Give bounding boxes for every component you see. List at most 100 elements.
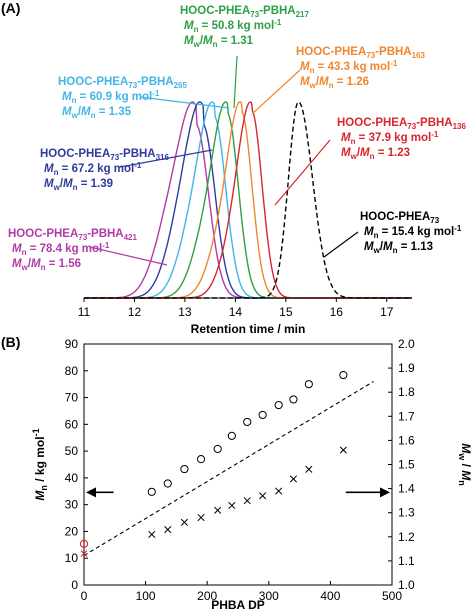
b-mn-point-7 <box>258 410 267 420</box>
a-x-tick-label-1: 12 <box>128 305 142 319</box>
b-pdi-point-10 <box>305 465 313 473</box>
b-macroinitiator-mn-point <box>79 539 89 548</box>
b-yl-tick-label-6: 60 <box>65 417 79 431</box>
series-pdi-1: Mw/Mn = 1.39 <box>44 178 113 192</box>
b-mn-point-0 <box>147 487 156 496</box>
b-pdi-point-7 <box>259 492 267 500</box>
b-arrow-right <box>345 487 390 498</box>
b-pdi-point-4 <box>214 506 222 514</box>
b-yr-tick-label-2: 1.2 <box>398 530 415 544</box>
series-leader-6 <box>323 231 359 258</box>
b-trendline <box>83 381 374 557</box>
b-macroinitiator-pdi-point <box>80 550 88 558</box>
series-mn-0: Mn = 78.4 kg mol-1 <box>12 241 110 257</box>
b-pdi-point-stroke-b-11 <box>339 446 347 454</box>
b-arrow-head-1 <box>380 487 390 498</box>
b-mn-point-2 <box>180 464 189 474</box>
a-x-tick-label-4: 15 <box>279 305 293 319</box>
b-yr-tick-label-5: 1.5 <box>398 458 415 472</box>
b-mn-point-6 <box>243 417 252 427</box>
b-yr-tick-label-6: 1.6 <box>398 433 415 447</box>
series-name-1: HOOC-PHEA73-PBHA316 <box>40 148 170 162</box>
b-pdi-point-stroke-b-8 <box>275 487 283 495</box>
b-pdi-point-stroke-b-0 <box>148 530 156 538</box>
b-pdi-point-6 <box>243 497 251 505</box>
series-pdi-6: Mw/Mn = 1.13 <box>364 241 433 255</box>
series-mn-5: Mn = 37.9 kg mol-1 <box>341 130 439 146</box>
b-pdi-point-8 <box>275 487 283 495</box>
b-pdi-point-stroke-b-10 <box>305 465 313 473</box>
series-leader-3 <box>233 55 238 109</box>
series-mn-4: Mn = 43.3 kg mol-1 <box>300 59 398 75</box>
series-name-5: HOOC-PHEA73-PBHA136 <box>337 117 467 131</box>
b-x-tick-label-2: 200 <box>197 589 217 603</box>
series-name-2: HOOC-PHEA73-PBHA265 <box>58 76 188 90</box>
b-mn-point-5 <box>227 431 236 440</box>
series-pdi-3: Mw/Mn = 1.31 <box>184 35 254 49</box>
a-x-tick-label-0: 11 <box>78 305 91 319</box>
b-x-axis-title: PHBA DP <box>211 598 265 612</box>
b-yr-tick-label-7: 1.7 <box>398 409 415 423</box>
b-macroinitiator-pdi-stroke-b <box>80 550 88 558</box>
b-yl-tick-label-9: 90 <box>65 337 79 351</box>
series-mn-6: Mn = 15.4 kg mol-1 <box>364 224 462 240</box>
series-leader-4 <box>251 69 301 115</box>
panel-b-label: (B) <box>1 334 20 350</box>
b-data-marks <box>79 370 390 558</box>
b-mn-point-1 <box>163 479 172 488</box>
b-arrow-head-0 <box>86 487 96 498</box>
b-left-y-axis-title: Mn / kg mol-1 <box>31 428 49 500</box>
b-pdi-point-stroke-b-7 <box>259 492 267 500</box>
b-mn-point-9 <box>289 395 298 404</box>
b-yl-tick-label-5: 50 <box>65 444 79 458</box>
b-yl-tick-label-2: 20 <box>65 524 79 538</box>
b-x-tick-label-3: 300 <box>259 589 279 603</box>
series-mn-1: Mn = 67.2 kg mol-1 <box>44 161 142 177</box>
series-pdi-5: Mw/Mn = 1.23 <box>341 147 410 161</box>
series-mn-2: Mn = 60.9 kg mol-1 <box>62 89 160 105</box>
b-pdi-point-5 <box>228 501 236 510</box>
b-axes-ticks: 0 100 200 300 400 500 0 10 20 30 40 50 60 70 80 90 1.0 1.… <box>65 337 415 603</box>
b-pdi-point-2 <box>180 518 188 526</box>
b-yr-tick-label-8: 1.8 <box>398 385 415 399</box>
b-mn-point-8 <box>274 400 283 410</box>
series-name-0: HOOC-PHEA73-PBHA421 <box>8 228 138 242</box>
series-leader-0 <box>89 246 168 266</box>
series-leader-2 <box>139 96 230 109</box>
b-pdi-point-stroke-b-1 <box>164 526 172 534</box>
b-mn-point-11 <box>339 370 348 380</box>
series-leader-1 <box>119 149 213 168</box>
b-yr-tick-label-10: 2.0 <box>398 337 415 351</box>
b-pdi-point-0 <box>148 530 156 538</box>
b-x-tick-label-1: 100 <box>136 589 156 603</box>
b-x-tick-label-4: 400 <box>320 589 340 603</box>
b-mn-point-10 <box>304 380 313 389</box>
b-yr-tick-label-3: 1.3 <box>398 506 415 520</box>
b-pdi-point-1 <box>164 526 172 534</box>
series-pdi-2: Mw/Mn = 1.35 <box>62 106 132 120</box>
series-leader-5 <box>274 139 331 206</box>
b-pdi-point-stroke-b-9 <box>289 475 297 483</box>
b-x-tick-label-5: 500 <box>382 589 402 603</box>
a-label-leaders <box>89 55 359 266</box>
panel-b: (B) 0 100 200 300 400 500 0 10 20 30 40 50 60 70 80 90 1… <box>1 334 473 612</box>
b-pdi-point-3 <box>197 513 205 522</box>
b-pdi-point-stroke-b-3 <box>197 513 205 522</box>
b-yr-tick-label-9: 1.9 <box>398 361 415 375</box>
b-yl-tick-label-1: 10 <box>65 551 79 565</box>
b-yl-tick-label-8: 80 <box>65 364 79 378</box>
series-name-6: HOOC-PHEA73 <box>360 211 440 225</box>
b-x-tick-label-0: 0 <box>81 589 88 603</box>
b-yl-tick-label-4: 40 <box>65 471 79 485</box>
b-yr-tick-label-4: 1.4 <box>398 482 415 496</box>
a-x-tick-label-3: 14 <box>229 305 243 319</box>
a-x-tick-label-2: 13 <box>178 305 192 319</box>
series-pdi-4: Mw/Mn = 1.26 <box>300 76 369 90</box>
